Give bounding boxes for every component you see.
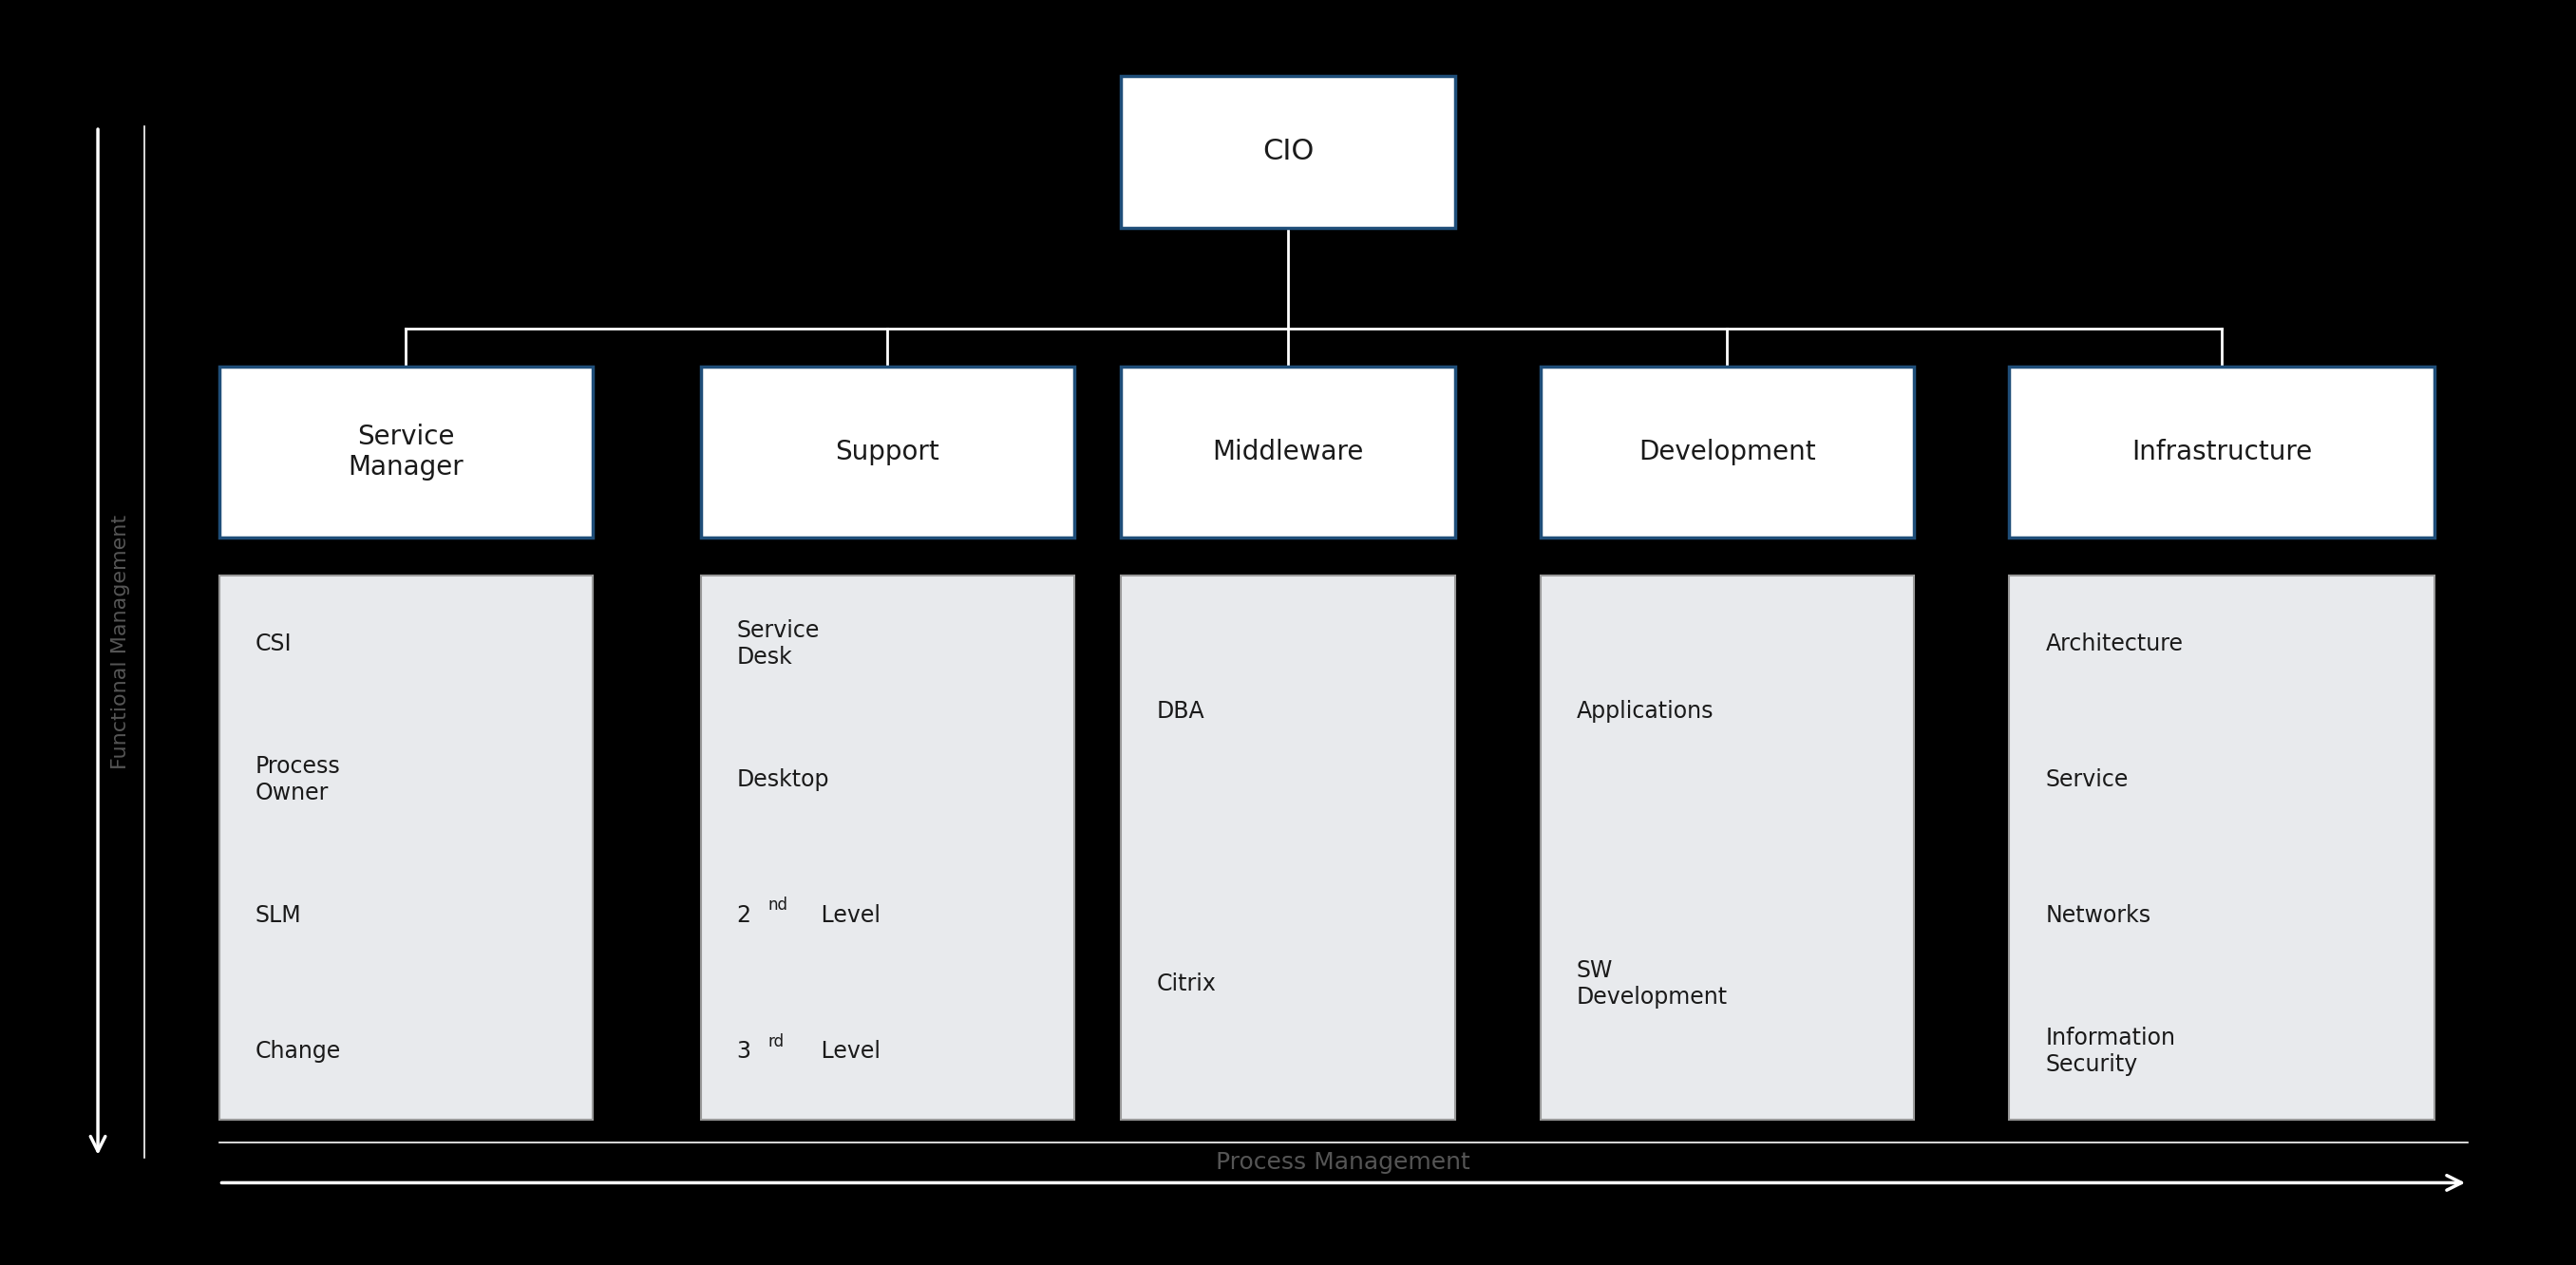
Text: rd: rd (768, 1032, 783, 1050)
Bar (2009, 576, 2434, 1120)
Text: Process Management: Process Management (1216, 1151, 1471, 1174)
Bar (2009, 367, 2434, 538)
Text: CIO: CIO (1262, 138, 1314, 166)
Text: CSI: CSI (255, 632, 291, 655)
Text: Architecture: Architecture (2045, 632, 2182, 655)
Bar (1121, 76, 1455, 228)
Text: Infrastructure: Infrastructure (2130, 439, 2313, 466)
Text: Process
Owner: Process Owner (255, 755, 340, 805)
Bar (701, 576, 1074, 1120)
Text: Support: Support (835, 439, 940, 466)
Text: Service: Service (2045, 768, 2128, 791)
Text: Information
Security: Information Security (2045, 1027, 2177, 1077)
Text: Level: Level (814, 1040, 881, 1063)
Text: SW
Development: SW Development (1577, 959, 1728, 1008)
Bar (219, 576, 592, 1120)
Text: 3: 3 (737, 1040, 752, 1063)
Text: Networks: Networks (2045, 904, 2151, 927)
Text: Service
Desk: Service Desk (737, 619, 819, 668)
Text: Level: Level (814, 904, 881, 927)
Text: Development: Development (1638, 439, 1816, 466)
Text: Citrix: Citrix (1157, 972, 1216, 996)
Bar (1121, 367, 1455, 538)
Text: Change: Change (255, 1040, 340, 1063)
Text: Desktop: Desktop (737, 768, 829, 791)
Text: Service
Manager: Service Manager (348, 424, 464, 481)
Text: Middleware: Middleware (1213, 439, 1363, 466)
Text: Functional Management: Functional Management (111, 515, 131, 769)
Text: DBA: DBA (1157, 700, 1206, 724)
Bar (219, 367, 592, 538)
Bar (701, 367, 1074, 538)
Text: SLM: SLM (255, 904, 301, 927)
Bar (1121, 576, 1455, 1120)
Text: Applications: Applications (1577, 700, 1713, 724)
Bar (1540, 367, 1914, 538)
Text: 2: 2 (737, 904, 752, 927)
Text: nd: nd (768, 897, 788, 915)
Bar (1540, 576, 1914, 1120)
